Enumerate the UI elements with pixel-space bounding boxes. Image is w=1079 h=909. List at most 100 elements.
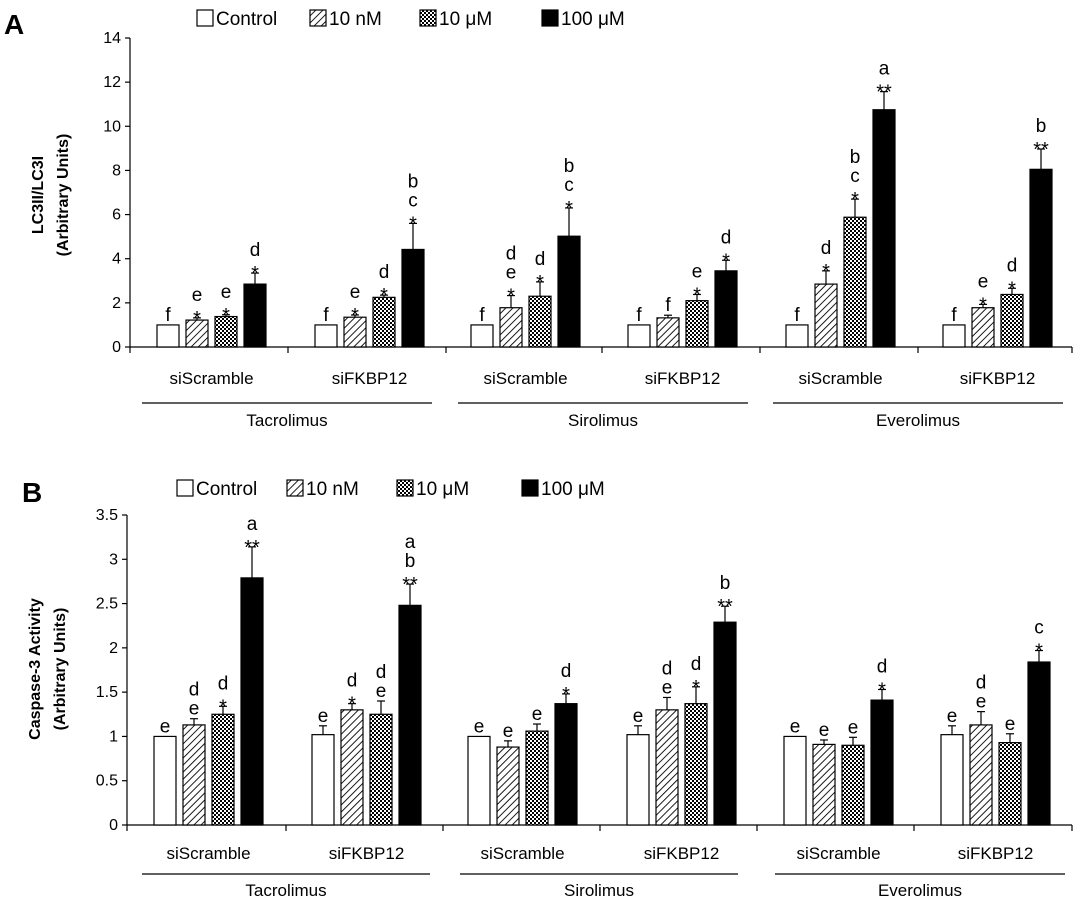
significance-mark: * <box>409 213 417 235</box>
bar <box>1000 293 1024 348</box>
group-letter: d <box>250 240 261 261</box>
panel-letter: B <box>22 477 42 508</box>
group-letter: e <box>221 282 232 303</box>
group-letter: e <box>790 716 801 737</box>
bar <box>969 724 993 826</box>
legend-swatch <box>541 9 559 27</box>
bar <box>814 283 838 348</box>
group-letter: e <box>160 716 171 737</box>
panel-b: B Control 10 nM 10 μM 100 μM 0 0.5 1 1.5 2 2.5 3 3.5… <box>22 477 1073 900</box>
drug-label: Tacrolimus <box>245 881 326 900</box>
group-letter: e <box>474 716 485 737</box>
group-letter: d <box>535 249 546 270</box>
drug-label: Everolimus <box>876 411 960 430</box>
y-tick-label: 3 <box>109 551 118 568</box>
group-label: siFKBP12 <box>960 369 1036 388</box>
legend-swatch <box>286 479 304 497</box>
group-letter: b <box>1036 116 1047 137</box>
group-letter: d <box>691 654 702 675</box>
bar <box>714 270 738 348</box>
legend-label: 100 μM <box>541 479 605 500</box>
bar <box>557 235 581 348</box>
y-tick-label: 3.5 <box>96 507 118 524</box>
panel-a: A Control 10 nM 10 μM 100 μM 0 2 4 6 8 10 12 14 LC3II… <box>4 9 1073 430</box>
group-letter: a <box>405 532 416 553</box>
group-letter: a <box>247 514 258 535</box>
y-tick-label: 1.5 <box>96 684 118 701</box>
y-tick-label: 0 <box>109 817 118 834</box>
group-label: siScramble <box>166 844 250 863</box>
group-letter: b <box>408 171 419 192</box>
group-label: siFKBP12 <box>958 844 1034 863</box>
group-letter: e <box>976 692 987 713</box>
group-letter: e <box>189 699 200 720</box>
bar <box>684 703 708 826</box>
significance-mark: * <box>193 308 201 330</box>
bar <box>398 604 422 826</box>
group-letter: e <box>662 677 673 698</box>
bar <box>785 324 809 348</box>
significance-mark: * <box>878 679 886 701</box>
bar <box>182 724 206 826</box>
significance-mark: * <box>1008 278 1016 300</box>
drug-label: Everolimus <box>878 881 962 900</box>
significance-mark: * <box>507 286 515 308</box>
significance-mark: ** <box>1033 139 1049 161</box>
legend-label: Control <box>196 479 257 500</box>
y-tick-label: 4 <box>112 251 121 268</box>
bar <box>1027 661 1051 826</box>
bar <box>940 734 964 826</box>
group-letter: f <box>636 305 642 326</box>
significance-mark: * <box>822 261 830 283</box>
group-letter: e <box>1005 714 1016 735</box>
group-letter: c <box>564 175 574 196</box>
significance-mark: * <box>251 263 259 285</box>
significance-mark: * <box>562 684 570 706</box>
y-tick-label: 0 <box>112 339 121 356</box>
group-label: siFKBP12 <box>332 369 408 388</box>
bar <box>240 577 264 826</box>
significance-mark: * <box>348 694 356 716</box>
legend-label: Control <box>216 9 277 30</box>
group-letter: a <box>879 59 890 80</box>
legend-swatch <box>196 9 214 27</box>
legend-swatch <box>521 479 539 497</box>
y-tick-label: 1 <box>109 728 118 745</box>
bar <box>656 317 680 348</box>
group-label: siScramble <box>480 844 564 863</box>
significance-mark: * <box>222 305 230 327</box>
group-letter: f <box>479 305 485 326</box>
group-letter: e <box>633 706 644 727</box>
bar <box>872 109 896 348</box>
group-letter: e <box>947 706 958 727</box>
legend-label: 10 nM <box>329 9 382 30</box>
y-tick-label: 8 <box>112 162 121 179</box>
group-letter: d <box>347 671 358 692</box>
significance-mark: ** <box>717 596 733 618</box>
group-letter: d <box>721 227 732 248</box>
significance-mark: * <box>380 285 388 307</box>
y-tick-label: 6 <box>112 207 121 224</box>
group-label: siFKBP12 <box>645 369 721 388</box>
significance-mark: ** <box>402 574 418 596</box>
legend-swatch <box>396 479 414 497</box>
y-tick-label: 2 <box>112 295 121 312</box>
y-tick-label: 2 <box>109 640 118 657</box>
significance-mark: ** <box>876 82 892 104</box>
bar <box>870 699 894 826</box>
group-letter: d <box>379 262 390 283</box>
y-axis-label: (Arbitrary Units) <box>52 608 69 731</box>
bar <box>685 300 709 348</box>
group-letter: f <box>794 305 800 326</box>
legend-swatch <box>419 9 437 27</box>
group-letter: d <box>561 661 572 682</box>
significance-mark: * <box>565 198 573 220</box>
bar <box>243 283 267 348</box>
group-letter: d <box>976 673 987 694</box>
legend-label: 100 μM <box>561 9 625 30</box>
bar <box>812 743 836 826</box>
y-axis-label: (Arbitrary Units) <box>55 134 72 257</box>
group-label: siScramble <box>169 369 253 388</box>
significance-mark: * <box>536 272 544 294</box>
group-letter: e <box>192 285 203 306</box>
